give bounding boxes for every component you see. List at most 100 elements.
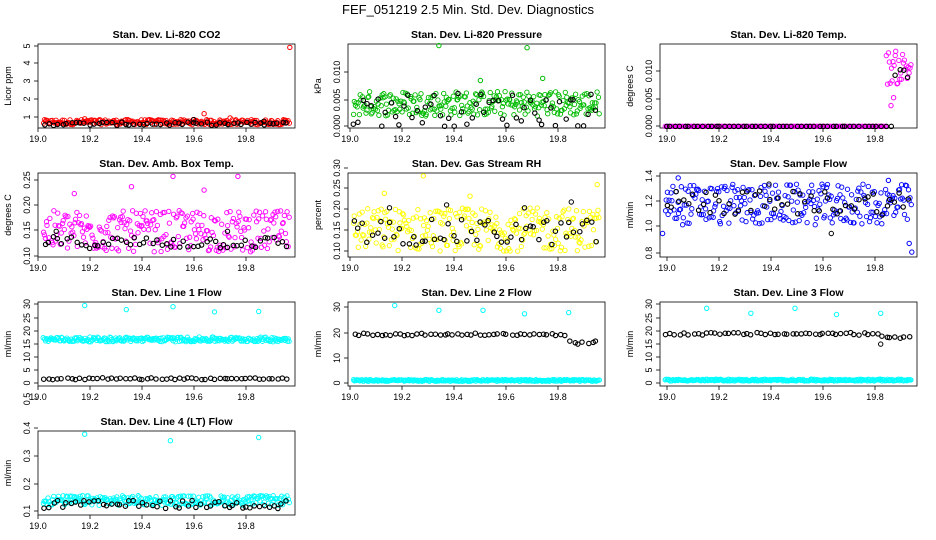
- data-point: [487, 209, 493, 215]
- y-tick-label: 1.2: [644, 195, 654, 208]
- data-point: [113, 376, 120, 382]
- data-point: [508, 234, 514, 240]
- data-point: [891, 62, 897, 69]
- data-point: [116, 217, 123, 223]
- data-point: [803, 123, 810, 130]
- data-point: [767, 123, 774, 130]
- data-point: [581, 102, 587, 108]
- data-point: [498, 239, 505, 245]
- y-tick-label: 5: [644, 367, 654, 372]
- data-point: [501, 230, 507, 236]
- data-point: [572, 91, 579, 97]
- data-point: [94, 375, 100, 382]
- data-point: [220, 241, 227, 248]
- data-point: [822, 189, 828, 195]
- data-point: [459, 332, 465, 338]
- data-point: [564, 94, 570, 100]
- data-point: [870, 123, 876, 130]
- data-point: [827, 215, 833, 221]
- data-point: [761, 182, 768, 189]
- y-tick-label: 0.15: [22, 221, 32, 239]
- data-point: [396, 226, 403, 232]
- data-point: [143, 235, 150, 241]
- data-point: [898, 76, 905, 82]
- y-tick-label: 4: [22, 60, 32, 65]
- data-point: [432, 112, 438, 119]
- data-point: [458, 109, 465, 115]
- data-point: [177, 244, 183, 250]
- data-point: [589, 219, 595, 225]
- data-point: [809, 182, 815, 188]
- data-point: [386, 242, 392, 249]
- data-point: [689, 191, 696, 198]
- data-point: [541, 219, 547, 225]
- data-point: [819, 181, 825, 187]
- data-point: [552, 236, 559, 243]
- data-point: [280, 119, 287, 126]
- data-point: [483, 227, 489, 233]
- data-point: [485, 217, 491, 224]
- data-point: [260, 376, 267, 382]
- data-point: [207, 244, 214, 250]
- data-point: [199, 222, 205, 229]
- data-point: [513, 98, 520, 104]
- data-point: [556, 98, 563, 105]
- data-point: [839, 184, 845, 190]
- data-point: [100, 239, 106, 246]
- x-tick-label: 19.0: [29, 521, 47, 531]
- data-point: [124, 221, 130, 228]
- data-point-outlier: [566, 309, 572, 316]
- data-point: [850, 123, 857, 130]
- data-point: [847, 123, 853, 130]
- data-point: [905, 187, 912, 193]
- data-point: [132, 375, 138, 381]
- data-point: [261, 122, 268, 128]
- data-point: [271, 503, 278, 509]
- data-point: [434, 236, 440, 242]
- data-point: [164, 376, 170, 382]
- data-point: [172, 376, 178, 383]
- data-point: [355, 332, 362, 339]
- data-point: [154, 222, 161, 229]
- data-point: [118, 219, 124, 226]
- data-point: [238, 375, 245, 382]
- data-point: [763, 192, 769, 199]
- series-1: [350, 302, 603, 384]
- data-point: [695, 186, 701, 192]
- data-point: [278, 493, 285, 499]
- data-point: [708, 123, 715, 130]
- data-point: [820, 377, 826, 383]
- data-point: [399, 109, 405, 115]
- data-point: [141, 226, 147, 232]
- data-point: [842, 202, 849, 209]
- data-point: [80, 234, 87, 240]
- data-point: [562, 332, 568, 339]
- data-point: [596, 214, 602, 221]
- plot-frame: [37, 172, 296, 258]
- data-point: [819, 330, 825, 337]
- data-point: [78, 220, 85, 227]
- data-point: [490, 97, 496, 104]
- data-point: [241, 227, 248, 233]
- plot-frame: [37, 430, 296, 516]
- data-point: [898, 182, 905, 188]
- data-point: [667, 330, 673, 337]
- data-point: [906, 334, 913, 340]
- chart-title: Stan. Dev. Line 2 Flow: [421, 287, 532, 299]
- y-tick-label: 0.25: [22, 171, 32, 189]
- data-point: [94, 243, 101, 249]
- data-point: [198, 121, 205, 127]
- data-point: [829, 220, 835, 226]
- data-point: [415, 108, 421, 115]
- data-point: [538, 121, 545, 128]
- data-point: [413, 214, 419, 220]
- data-point: [685, 123, 691, 130]
- data-point: [408, 227, 414, 234]
- chart-panel-1: Stan. Dev. Li-820 CO2 Licor ppm 19.0 19.2 19…: [3, 29, 296, 144]
- page-title: FEF_051219 2.5 Min. Std. Dev. Diagnostic…: [342, 2, 594, 17]
- data-point: [211, 376, 218, 383]
- data-point: [178, 493, 184, 499]
- data-point: [122, 503, 129, 509]
- y-tick-label: 0.000: [332, 115, 342, 138]
- data-point: [520, 206, 526, 212]
